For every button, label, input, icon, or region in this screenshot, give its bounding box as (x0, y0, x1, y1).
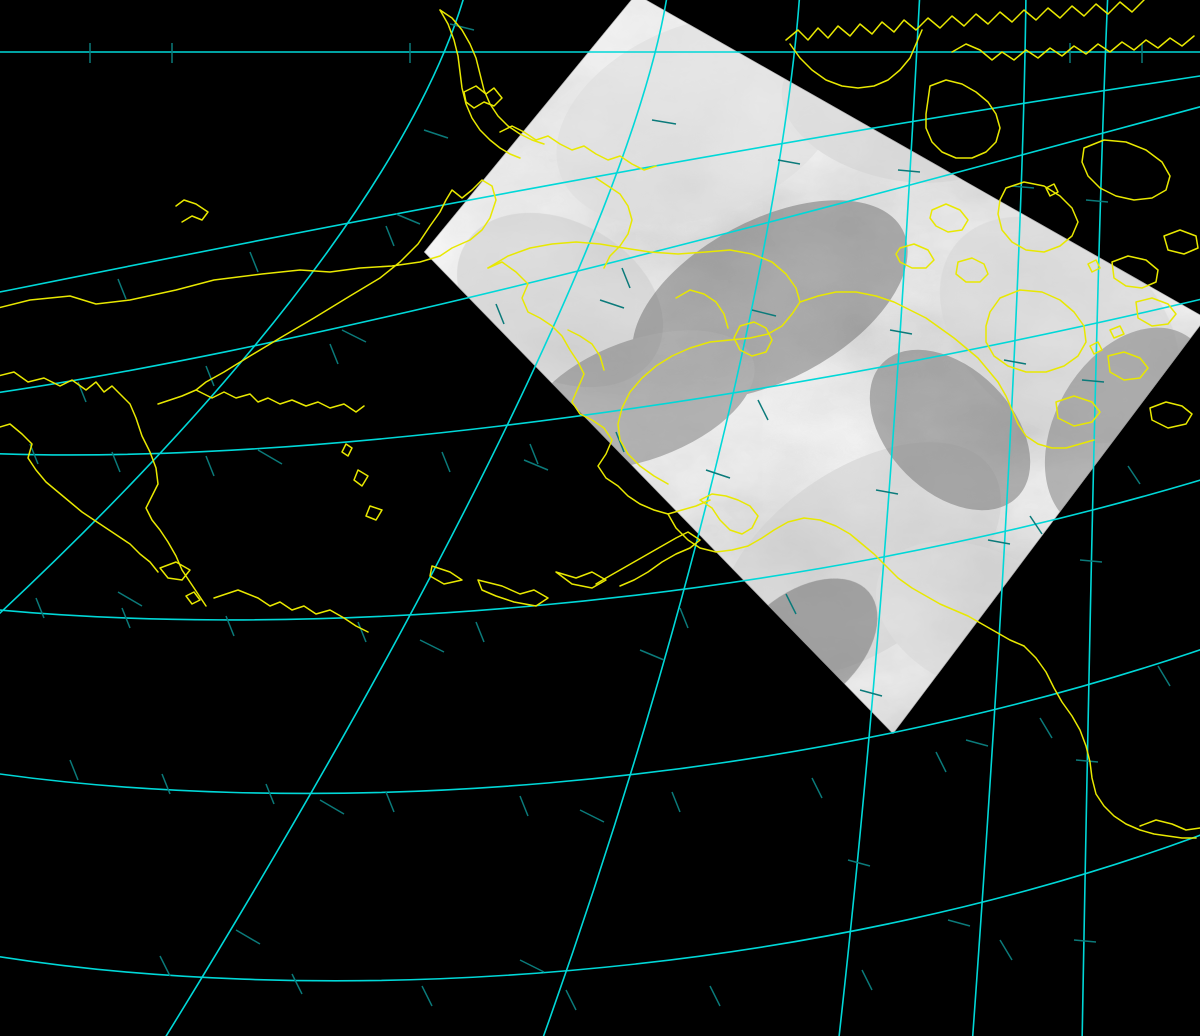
coastline-island-sm2[interactable] (185, 591, 201, 605)
coastline-chukotka-inner[interactable] (195, 389, 365, 413)
meridian-c[interactable] (540, 0, 801, 1036)
coastline-island-sm1[interactable] (159, 561, 191, 581)
coastline-alaska-south[interactable] (667, 513, 1025, 647)
coastline-interior-2[interactable] (675, 289, 729, 329)
coastline-banks-island[interactable] (997, 181, 1079, 253)
coastline-archip-frag-8[interactable] (1055, 395, 1101, 427)
coastline-chukotka-spur[interactable] (175, 199, 209, 223)
parallel-75n[interactable] (0, 70, 1200, 300)
coastline-island-sm3[interactable] (213, 589, 369, 633)
coastline-greenland-tip[interactable] (439, 9, 545, 145)
coastline-archip-tiny-2[interactable] (1087, 259, 1101, 273)
coastline-greenland-tip-west[interactable] (439, 9, 521, 159)
coastline-aleutian-2[interactable] (353, 469, 369, 487)
coastline-archip-frag-4[interactable] (1111, 255, 1159, 289)
coastline-alaska-inlet[interactable] (699, 493, 759, 535)
coastline-archip-frag-5[interactable] (1163, 229, 1199, 255)
coastline-canada-arctic[interactable] (799, 291, 1095, 449)
coastline-alaska-peninsula[interactable] (595, 531, 701, 587)
coastline-alaska-west[interactable] (487, 261, 711, 515)
meridian-a[interactable] (0, 0, 466, 650)
coastline-melville[interactable] (1081, 139, 1171, 201)
graticule-ticks (29, 23, 1171, 1011)
coastline-aleutian-4[interactable] (429, 565, 463, 585)
coastline-canada-island-detail[interactable] (1139, 819, 1200, 831)
coastline-greenland-south[interactable] (789, 29, 923, 89)
parallel-55n[interactable] (0, 636, 1200, 795)
coastline-victoria-island[interactable] (985, 289, 1087, 373)
meridian-f[interactable] (971, 0, 1027, 1036)
coastline-layer[interactable] (0, 0, 1200, 839)
coastline-aleutian-3[interactable] (365, 505, 383, 521)
coastline-archip-frag-9[interactable] (1149, 401, 1193, 429)
coastline-aleutian-6[interactable] (555, 571, 607, 589)
coastline-greenland-ne[interactable] (951, 35, 1195, 61)
graticule-meridians[interactable] (0, 0, 1109, 1036)
coastline-nwt-inner[interactable] (499, 125, 657, 171)
coastline-archip-frag-3[interactable] (955, 257, 989, 283)
coastline-chukotka[interactable] (0, 179, 497, 405)
coastline-canada-west[interactable] (1023, 645, 1197, 839)
coastline-interior-1[interactable] (595, 177, 633, 269)
coastline-interior-4[interactable] (567, 329, 605, 371)
coastline-interior-3[interactable] (733, 321, 773, 357)
parallel-50n[interactable] (0, 820, 1200, 982)
coastline-greenland-west[interactable] (785, 0, 1145, 41)
coastline-archip-tiny-4[interactable] (1109, 325, 1125, 339)
parallel-70n[interactable] (0, 96, 1200, 398)
coastline-greenland-tip-jag[interactable] (463, 85, 503, 109)
coastline-kamchatka-west[interactable] (0, 423, 159, 573)
coastline-archip-frag-7[interactable] (1107, 351, 1149, 381)
coastline-kamchatka-north[interactable] (0, 371, 207, 607)
coastline-archip-frag-6[interactable] (1135, 297, 1177, 327)
coastline-alaska-north[interactable] (487, 241, 801, 485)
parallel-65n[interactable] (0, 290, 1200, 456)
coastline-archip-tiny-3[interactable] (1089, 341, 1103, 355)
meridian-e[interactable] (1081, 0, 1109, 1036)
coastline-aleutian-5[interactable] (477, 579, 549, 607)
meridian-d[interactable] (838, 0, 921, 1036)
coastline-archip-frag-2[interactable] (895, 243, 935, 269)
coastline-archip-tiny-1[interactable] (1045, 183, 1059, 197)
meridian-b[interactable] (160, 0, 668, 1036)
coastline-archip-frag-1[interactable] (929, 203, 969, 233)
coastline-ellesmere[interactable] (925, 79, 1001, 159)
coastline-aleutian-1[interactable] (341, 443, 353, 457)
